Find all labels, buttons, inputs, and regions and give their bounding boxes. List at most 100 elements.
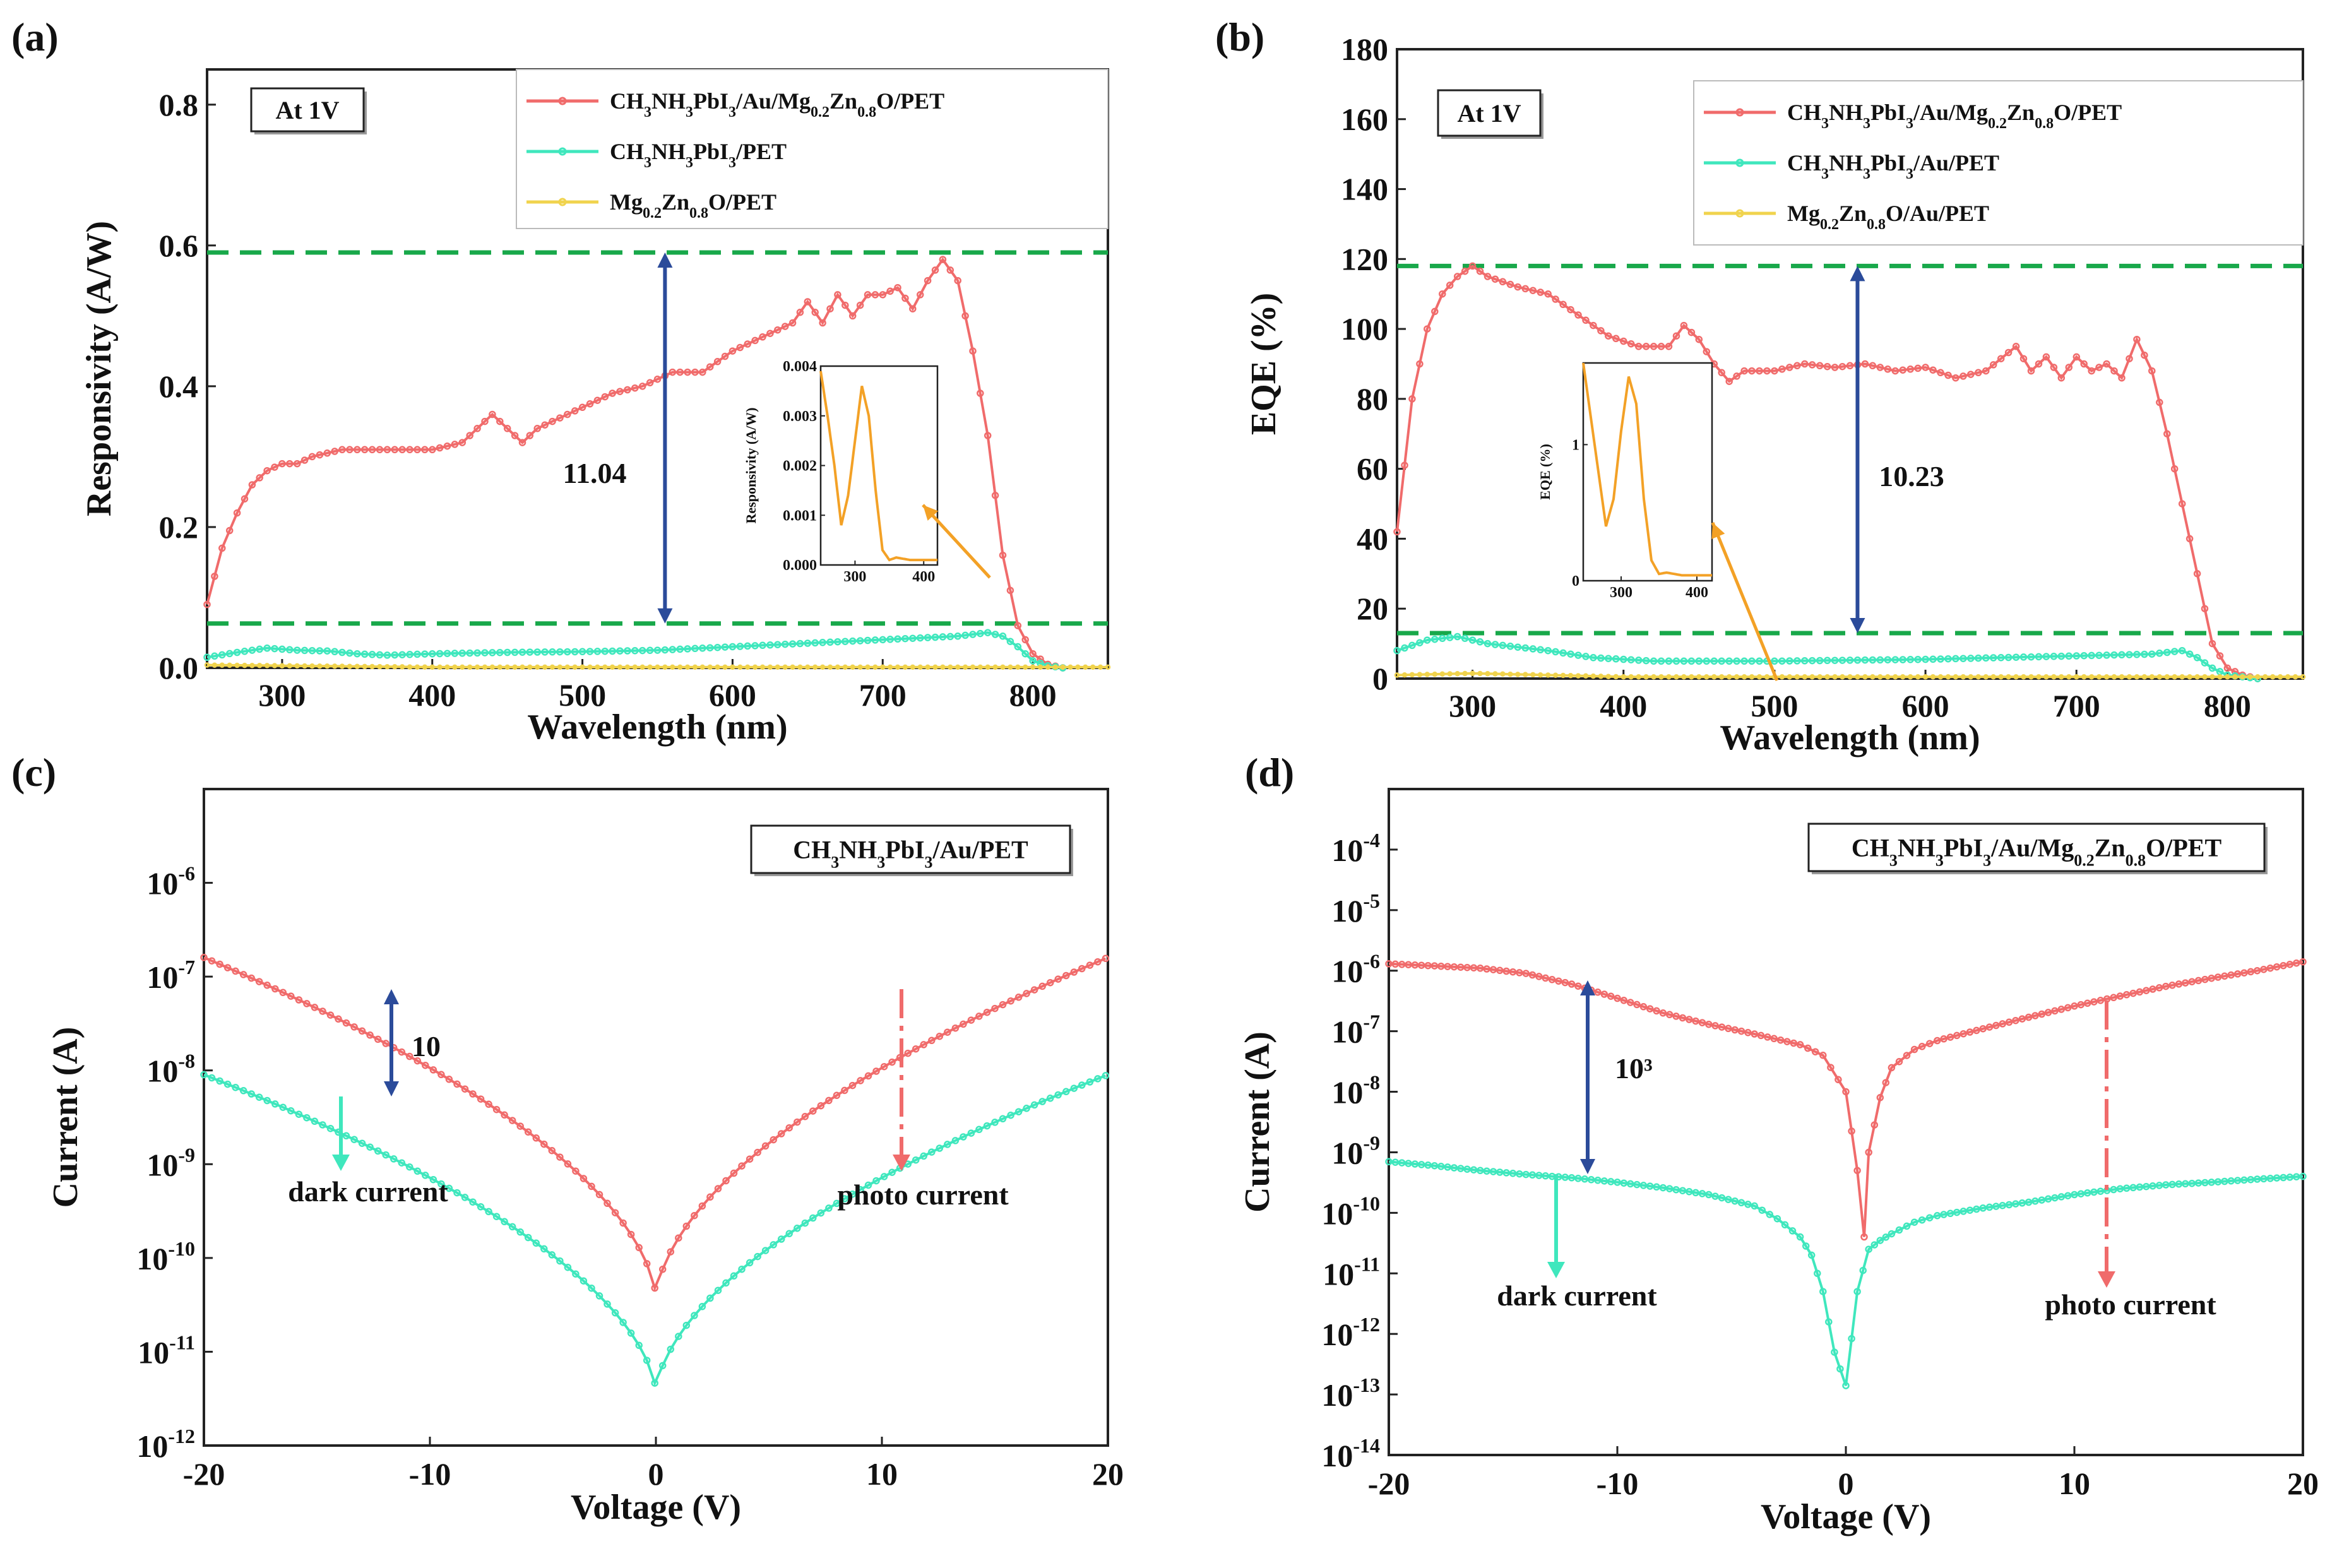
dark-current-curve-point [2122, 1184, 2131, 1192]
dark-current-curve-point [1496, 1168, 1504, 1176]
series-red-point [1006, 586, 1014, 595]
series-yellow-point [2292, 674, 2298, 680]
series-cyan-point [886, 636, 894, 643]
series-yellow-point [534, 664, 540, 670]
series-red-point [946, 266, 954, 274]
series-red-point [1733, 372, 1740, 380]
series-red-point [549, 417, 556, 425]
series-cyan-point [1982, 654, 1990, 662]
series-cyan-point [331, 648, 338, 656]
photo-current-curve-point [1973, 1026, 1980, 1035]
photo-current-curve-point [2240, 969, 2248, 977]
dark-current-curve-point [1094, 1075, 1102, 1083]
series-yellow-point [1809, 674, 1815, 680]
dark-current-curve-point [848, 1190, 857, 1198]
series-yellow-point [512, 664, 518, 670]
series-cyan-point [2042, 653, 2050, 660]
series-red-point [360, 446, 369, 454]
series-cyan-point [924, 634, 932, 641]
series-red-point [2133, 335, 2141, 343]
series-yellow-point [437, 664, 443, 670]
series-cyan-point [406, 651, 413, 658]
x-axis-label: Wavelength (nm) [527, 708, 787, 747]
photo-current-curve-point [2273, 963, 2281, 971]
series-cyan-point [564, 648, 571, 656]
series-cyan-point [1544, 646, 1552, 655]
series-cyan-point [1718, 657, 1725, 665]
photo-current-curve-point [2051, 1007, 2059, 1015]
dark-current-curve-point [611, 1309, 619, 1317]
series-red-point [1424, 325, 1431, 333]
dark-current-curve-point [1450, 1164, 1458, 1172]
photo-current-curve-point [1614, 994, 1621, 1002]
photo-current-curve-point [1835, 1076, 1842, 1084]
dark-current-curve-point [1463, 1165, 1471, 1173]
dark-current-curve-point [2064, 1192, 2072, 1199]
series-yellow-point [2202, 674, 2208, 680]
x-tick-label: 20 [1092, 1456, 1124, 1492]
photo-current-curve-point [619, 1219, 627, 1227]
dark-current-curve-point [1528, 1171, 1537, 1179]
photo-current-curve-point [247, 974, 255, 982]
dark-current-curve-point [1819, 1288, 1827, 1295]
photo-current-curve-point [295, 996, 303, 1004]
dark-current-curve-line [203, 1073, 1107, 1387]
series-red-point [744, 340, 751, 348]
series-yellow-point [1674, 674, 1679, 680]
y-tick-label: 10-9 [1331, 1131, 1380, 1170]
series-red-point [1657, 343, 1665, 350]
y-tick-label: 140 [1341, 172, 1388, 207]
dark-current-curve-point [350, 1136, 358, 1143]
photo-current-curve-point [239, 971, 247, 978]
series-cyan-point [946, 633, 954, 641]
series-cyan-point [241, 648, 249, 655]
photo-current-curve-point [1918, 1043, 1926, 1050]
series-cyan-point [1989, 654, 1997, 662]
dark-current-curve-point [667, 1345, 675, 1353]
y-axis-label: Responsivity (A/W) [80, 221, 119, 516]
dark-current-curve-point [413, 1167, 422, 1175]
dark-current-curve-point [1807, 1251, 1816, 1259]
x-tick-label: 800 [1009, 677, 1057, 713]
y-tick-label: 10-4 [1331, 829, 1380, 868]
inset-curve [1582, 362, 1712, 577]
photo-current-curve-point [667, 1248, 675, 1256]
dark-current-curve-point [1477, 1167, 1484, 1175]
photo-current-curve-point [1600, 990, 1609, 998]
series-yellow-point [2006, 674, 2011, 680]
ratio-arrow-head-top [384, 989, 399, 1004]
photo-current-curve-point [928, 1036, 936, 1045]
photo-current-curve-point [1953, 1031, 1961, 1040]
series-red-point [2072, 353, 2081, 361]
photo-current-curve-point [279, 989, 287, 997]
series-red-point [1461, 267, 1469, 275]
dark-current-curve-point [295, 1110, 303, 1118]
series-red-point [211, 573, 218, 580]
series-cyan-point [429, 650, 436, 658]
photo-current-curve-point [1672, 1013, 1680, 1020]
series-red-point [533, 425, 541, 432]
dark-current-curve-point [1910, 1218, 1918, 1226]
series-red-point [1431, 307, 1439, 316]
series-cyan-point [360, 650, 369, 658]
series-yellow-point [782, 664, 788, 670]
photo-current-curve-point [2221, 972, 2228, 980]
series-yellow-point [2240, 674, 2245, 680]
series-red-point [871, 291, 879, 299]
dark-current-curve-point [1692, 1189, 1699, 1197]
series-red-point [2004, 348, 2013, 357]
series-yellow-point [2088, 674, 2095, 680]
series-yellow-point [1915, 674, 1921, 680]
series-red-point [1416, 360, 1424, 368]
dark-current-curve-point [516, 1228, 524, 1236]
photo-current-curve-point [1653, 1007, 1660, 1015]
photo-current-curve-point [1940, 1035, 1948, 1043]
dark-current-curve-point [1848, 1334, 1855, 1343]
series-yellow-point [309, 663, 315, 669]
dark-current-curve-point [2136, 1183, 2144, 1191]
series-cyan-point [1748, 657, 1756, 665]
series-red-point [406, 446, 413, 454]
dark-current-curve-point [983, 1122, 991, 1130]
series-cyan-point [473, 649, 481, 657]
dark-current-curve-point [1985, 1203, 1994, 1211]
